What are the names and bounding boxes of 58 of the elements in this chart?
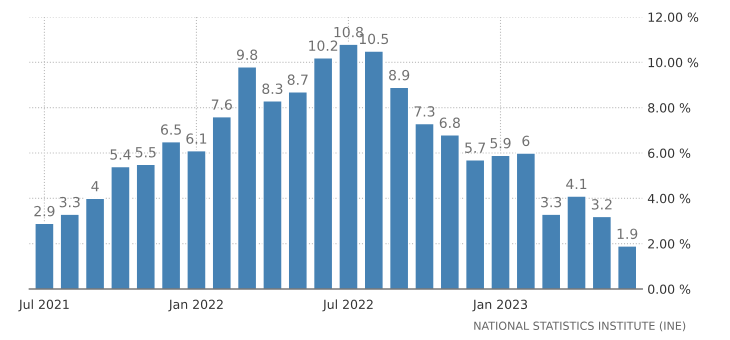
data-label: 5.5 (136, 147, 156, 158)
bar (262, 100, 283, 289)
data-label: 7.3 (414, 106, 434, 117)
bar (236, 66, 258, 289)
y-tick-label: 8.00 % (648, 103, 690, 113)
data-label: 5.7 (465, 142, 486, 153)
bar (160, 140, 182, 289)
data-label: 6.5 (161, 124, 181, 135)
bar (414, 122, 435, 289)
y-tick-label: 10.00 % (648, 58, 698, 68)
data-label: 4.1 (566, 178, 586, 190)
data-label: 8.3 (262, 84, 282, 94)
data-label: 4 (91, 181, 99, 192)
bar (388, 86, 410, 289)
bar (464, 159, 486, 289)
data-label: 8.9 (389, 70, 410, 80)
y-tick-label: 2.00 % (648, 239, 690, 249)
x-tick-label: Jan 2023 (472, 300, 528, 312)
data-label: 5.4 (110, 149, 131, 160)
bar (566, 195, 587, 289)
y-tick-label: 4.00 % (648, 194, 690, 204)
bar (617, 245, 638, 289)
bar (34, 222, 55, 289)
data-label: 3.2 (592, 199, 612, 210)
data-label: 3.3 (60, 196, 80, 208)
bar (592, 216, 612, 289)
data-label: 6.1 (186, 133, 206, 144)
bar (110, 166, 131, 289)
data-label: 1.9 (618, 228, 638, 240)
bar (186, 150, 207, 289)
text: NATIONAL STATISTICS INSTITUTE (INE) (474, 321, 686, 332)
y-tick-label: 0.00 % (648, 284, 690, 294)
data-label: 9.8 (236, 50, 258, 60)
bar (212, 116, 232, 289)
data-label: 6 (522, 136, 530, 146)
data-label: 10.2 (309, 40, 338, 51)
data-label: 3.3 (541, 196, 562, 208)
bar (136, 164, 156, 289)
bar (440, 134, 460, 289)
x-tick-label: Jul 2022 (322, 299, 373, 312)
data-label: 8.7 (288, 74, 308, 85)
y-tick-label: 6.00 % (648, 148, 690, 158)
bar (84, 198, 106, 289)
bar (364, 50, 384, 289)
bar (540, 214, 562, 289)
bar (338, 44, 359, 289)
data-label: 2.9 (34, 206, 54, 216)
bar (288, 91, 308, 289)
bar (516, 152, 536, 289)
x-tick-label: Jan 2022 (168, 300, 223, 312)
x-tick-label: Jul 2021 (18, 299, 69, 312)
y-tick-label: 12.00 % (648, 12, 698, 22)
bar (312, 57, 334, 289)
bar (490, 154, 511, 289)
data-label: 6.8 (440, 118, 460, 128)
bar (60, 214, 80, 289)
data-label: 7.6 (212, 99, 232, 110)
data-label: 5.9 (490, 138, 511, 148)
